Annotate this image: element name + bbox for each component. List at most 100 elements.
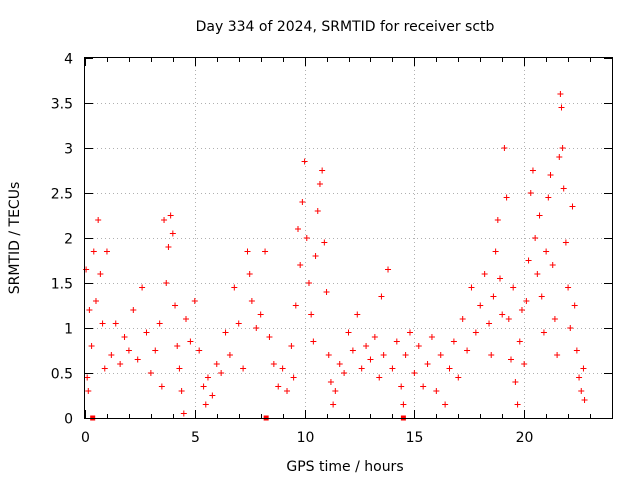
data-point (316, 181, 323, 187)
data-point (532, 235, 539, 241)
data-point (310, 338, 317, 345)
data-point (468, 284, 475, 291)
data-point (446, 365, 453, 372)
data-point (581, 397, 588, 403)
data-point (380, 352, 387, 358)
x-tick-label: 15 (406, 430, 424, 446)
data-point (488, 352, 495, 358)
data-point (222, 329, 229, 336)
data-point (549, 262, 556, 268)
data-point (147, 370, 154, 376)
data-point (83, 266, 90, 273)
data-point (492, 248, 499, 255)
data-point (562, 239, 569, 246)
data-point (499, 311, 506, 318)
data-point (527, 190, 534, 196)
data-point (294, 226, 301, 232)
x-axis-label: GPS time / hours (286, 459, 403, 475)
data-point (424, 361, 431, 367)
data-point (406, 329, 413, 336)
data-point (88, 343, 95, 349)
data-point (266, 334, 273, 340)
data-point (573, 347, 580, 354)
data-point (514, 401, 521, 408)
data-point (560, 185, 567, 192)
data-point (525, 257, 532, 264)
data-point (321, 239, 328, 246)
data-point (580, 365, 587, 372)
x-tick-label: 20 (516, 430, 534, 446)
data-point (507, 356, 514, 363)
data-point (257, 311, 264, 318)
data-point (299, 199, 306, 205)
data-point (518, 307, 525, 313)
data-point (235, 320, 242, 327)
data-point (371, 334, 378, 340)
data-point (477, 302, 484, 309)
data-point (490, 293, 497, 300)
data-point (176, 365, 183, 372)
data-point (376, 374, 383, 381)
data-point (420, 383, 427, 390)
data-point (103, 248, 110, 255)
data-point (354, 311, 361, 318)
data-point (244, 248, 251, 255)
y-tick-label: 0.5 (51, 367, 73, 383)
data-point (450, 338, 457, 345)
data-point (557, 91, 564, 97)
data-point (486, 320, 493, 327)
x-tick-label: 10 (297, 430, 315, 446)
y-tick-label: 2.5 (51, 187, 73, 203)
data-point (437, 352, 444, 358)
data-point (428, 334, 435, 340)
data-point (86, 307, 93, 313)
data-point (161, 217, 168, 223)
axis-ticks (85, 58, 612, 419)
data-point (139, 284, 146, 291)
data-point (363, 343, 370, 349)
data-point (305, 280, 312, 286)
x-tick-label: 5 (191, 430, 200, 446)
data-point (538, 293, 545, 300)
data-point (172, 302, 179, 309)
data-point (279, 365, 286, 372)
data-point (246, 271, 253, 277)
data-point (97, 271, 104, 277)
data-point (95, 217, 102, 223)
y-tick-label: 3 (64, 142, 73, 158)
data-point (301, 158, 308, 165)
data-point (545, 194, 552, 201)
y-tick-label: 2 (64, 232, 73, 248)
x-tick-label: 0 (81, 430, 90, 446)
data-point (516, 338, 523, 345)
data-point (358, 365, 365, 372)
data-point (117, 361, 124, 367)
data-point (402, 352, 409, 358)
data-point (108, 352, 115, 358)
data-point (163, 280, 170, 286)
data-point (323, 289, 330, 295)
chart-title: Day 334 of 2024, SRMTID for receiver sct… (196, 19, 495, 35)
data-point (202, 401, 209, 408)
data-point (327, 379, 334, 385)
data-point (378, 293, 385, 300)
data-point (341, 370, 348, 376)
data-point (187, 338, 194, 345)
data-point (253, 325, 260, 331)
data-point (180, 410, 187, 417)
data-point (152, 347, 159, 354)
data-point (178, 388, 185, 394)
data-point (336, 361, 343, 367)
data-point (330, 401, 337, 408)
data-point (200, 383, 207, 390)
data-point (567, 325, 574, 331)
data-point (536, 212, 543, 219)
data-point (290, 374, 297, 381)
grid-lines (85, 58, 612, 418)
data-point (284, 388, 291, 394)
data-point (472, 329, 479, 336)
x-tick-labels: 0 5 10 15 20 (81, 430, 533, 446)
y-tick-label: 4 (64, 52, 73, 68)
data-point (231, 284, 238, 291)
data-point (521, 361, 528, 367)
